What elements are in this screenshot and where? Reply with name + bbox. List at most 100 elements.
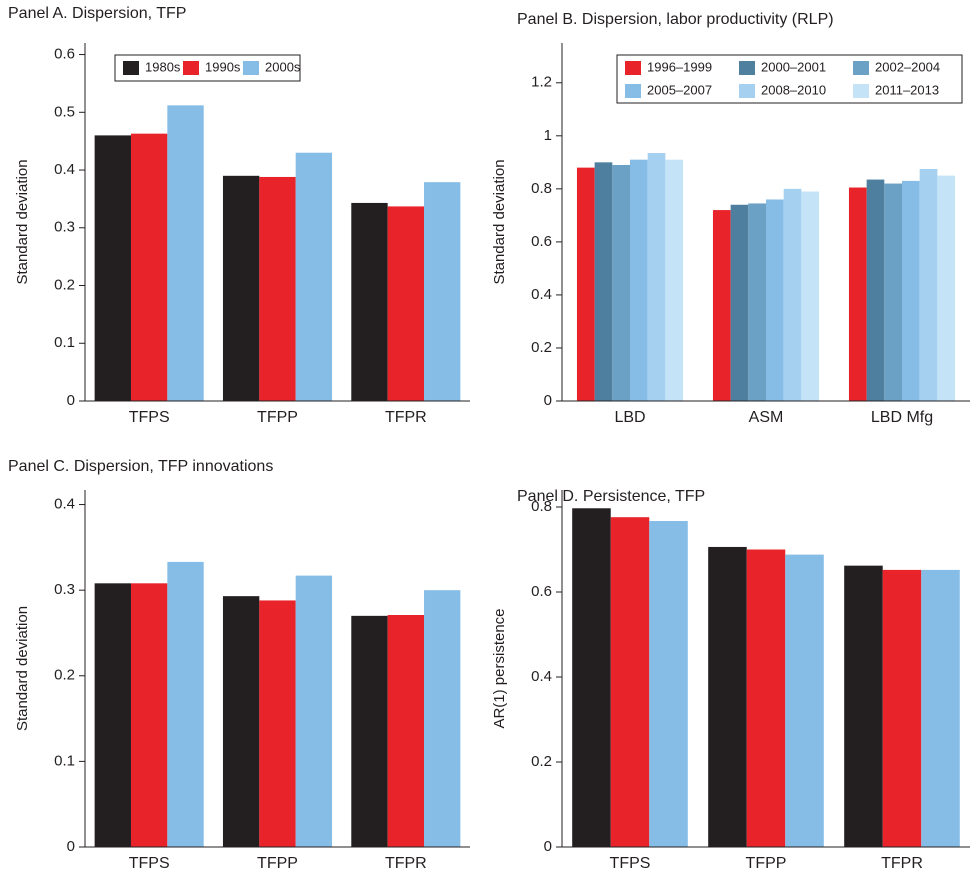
y-axis-label: Standard deviation bbox=[491, 159, 508, 284]
bar bbox=[94, 135, 131, 402]
bar bbox=[748, 203, 766, 401]
bar bbox=[387, 206, 425, 401]
bar bbox=[902, 180, 920, 401]
panel: Panel A. Dispersion, TFP Standard deviati… bbox=[8, 5, 470, 426]
bar bbox=[351, 615, 388, 847]
bar bbox=[424, 182, 461, 401]
y-tick-label: 0.4 bbox=[531, 668, 552, 685]
bar bbox=[222, 596, 260, 847]
bar bbox=[882, 569, 922, 847]
x-tick-label: TFPS bbox=[129, 409, 170, 426]
bar bbox=[167, 561, 204, 847]
legend-label: 1996–1999 bbox=[647, 59, 712, 74]
y-tick-label: 0.4 bbox=[54, 161, 75, 178]
y-tick-label: 0.8 bbox=[531, 498, 552, 515]
legend-swatch bbox=[853, 84, 869, 98]
x-tick-label: TFPR bbox=[385, 409, 427, 426]
bar bbox=[730, 204, 749, 401]
bar bbox=[919, 168, 938, 401]
legend-swatch bbox=[625, 61, 641, 75]
x-tick-label: TFPR bbox=[385, 855, 427, 872]
x-tick-label: TFPP bbox=[257, 409, 298, 426]
bar bbox=[594, 162, 613, 401]
y-tick-label: 0.2 bbox=[54, 667, 75, 684]
legend-label: 2011–2013 bbox=[875, 82, 939, 97]
bar bbox=[712, 210, 731, 401]
chart-title: Panel B. Dispersion, labor productivity … bbox=[517, 11, 834, 28]
bar bbox=[222, 175, 260, 401]
y-tick-label: 0.1 bbox=[54, 334, 75, 351]
panel: Panel C. Dispersion, TFP innovations Stan… bbox=[8, 458, 470, 872]
legend-swatch bbox=[183, 61, 199, 75]
bar bbox=[785, 554, 824, 847]
legend-label: 1980s bbox=[145, 59, 181, 74]
bar bbox=[708, 546, 747, 847]
bar bbox=[259, 600, 296, 847]
bar bbox=[295, 575, 333, 847]
y-tick-label: 0.2 bbox=[531, 339, 552, 356]
y-tick-label: 0.4 bbox=[531, 286, 552, 303]
y-axis-label: Standard deviation bbox=[14, 606, 31, 731]
bar bbox=[937, 175, 956, 401]
y-tick-label: 1 bbox=[544, 127, 552, 144]
legend-frame bbox=[616, 54, 963, 104]
legend-frame bbox=[114, 54, 301, 82]
y-tick-label: 0.5 bbox=[54, 103, 75, 120]
chart-title: Panel A. Dispersion, TFP bbox=[8, 5, 186, 22]
legend-label: 2000–2001 bbox=[761, 59, 826, 74]
bar bbox=[612, 164, 630, 401]
legend-label: 2005–2007 bbox=[647, 82, 712, 97]
y-tick-label: 0 bbox=[67, 392, 75, 409]
legend-swatch bbox=[625, 84, 641, 98]
x-tick-label: TFPS bbox=[610, 855, 651, 872]
panel: Panel B. Dispersion, labor productivity … bbox=[491, 11, 970, 426]
bar bbox=[844, 565, 883, 847]
legend-label: 2008–2010 bbox=[761, 82, 826, 97]
chart-title: Panel C. Dispersion, TFP innovations bbox=[8, 458, 273, 475]
legend-label: 1990s bbox=[205, 59, 241, 74]
y-tick-label: 0 bbox=[544, 838, 552, 855]
y-tick-label: 0.2 bbox=[54, 276, 75, 293]
x-tick-label: TFPR bbox=[881, 855, 923, 872]
bar bbox=[94, 583, 131, 847]
bar bbox=[665, 159, 684, 401]
legend: 1996–1999 2000–2001 2002–2004 2005–2007 2008… bbox=[616, 54, 963, 104]
y-tick-label: 0.2 bbox=[531, 753, 552, 770]
legend: 1980s 1990s 2000s bbox=[114, 54, 301, 82]
y-tick-label: 0.6 bbox=[531, 583, 552, 600]
legend-swatch bbox=[243, 61, 259, 75]
bar bbox=[576, 167, 595, 401]
legend-swatch bbox=[853, 61, 869, 75]
bar bbox=[801, 191, 820, 401]
bar bbox=[572, 508, 611, 847]
bar bbox=[130, 133, 168, 401]
y-tick-label: 0.1 bbox=[54, 752, 75, 769]
y-tick-label: 0.6 bbox=[531, 233, 552, 250]
bar bbox=[647, 153, 666, 401]
y-tick-label: 0 bbox=[544, 392, 552, 409]
bar bbox=[848, 187, 867, 401]
bar bbox=[295, 152, 333, 401]
bar bbox=[167, 105, 204, 401]
legend-label: 2002–2004 bbox=[875, 59, 940, 74]
bar bbox=[746, 549, 786, 847]
bar bbox=[424, 590, 461, 847]
legend-swatch bbox=[739, 61, 755, 75]
panel: Panel D. Persistence, TFP AR(1) persisten… bbox=[491, 488, 970, 872]
y-tick-label: 0.3 bbox=[54, 219, 75, 236]
y-tick-label: 0.4 bbox=[54, 496, 75, 513]
y-tick-label: 0.8 bbox=[531, 180, 552, 197]
legend-swatch bbox=[123, 61, 139, 75]
y-tick-label: 0 bbox=[67, 838, 75, 855]
bar bbox=[351, 202, 388, 401]
chart-title: Panel D. Persistence, TFP bbox=[517, 488, 705, 505]
x-tick-label: TFPP bbox=[257, 855, 298, 872]
bar bbox=[259, 176, 296, 401]
bar bbox=[130, 583, 168, 847]
bar bbox=[921, 569, 960, 847]
y-tick-label: 0.6 bbox=[54, 46, 75, 63]
bar bbox=[884, 183, 902, 401]
bar bbox=[766, 199, 784, 401]
legend-label: 2000s bbox=[265, 59, 301, 74]
